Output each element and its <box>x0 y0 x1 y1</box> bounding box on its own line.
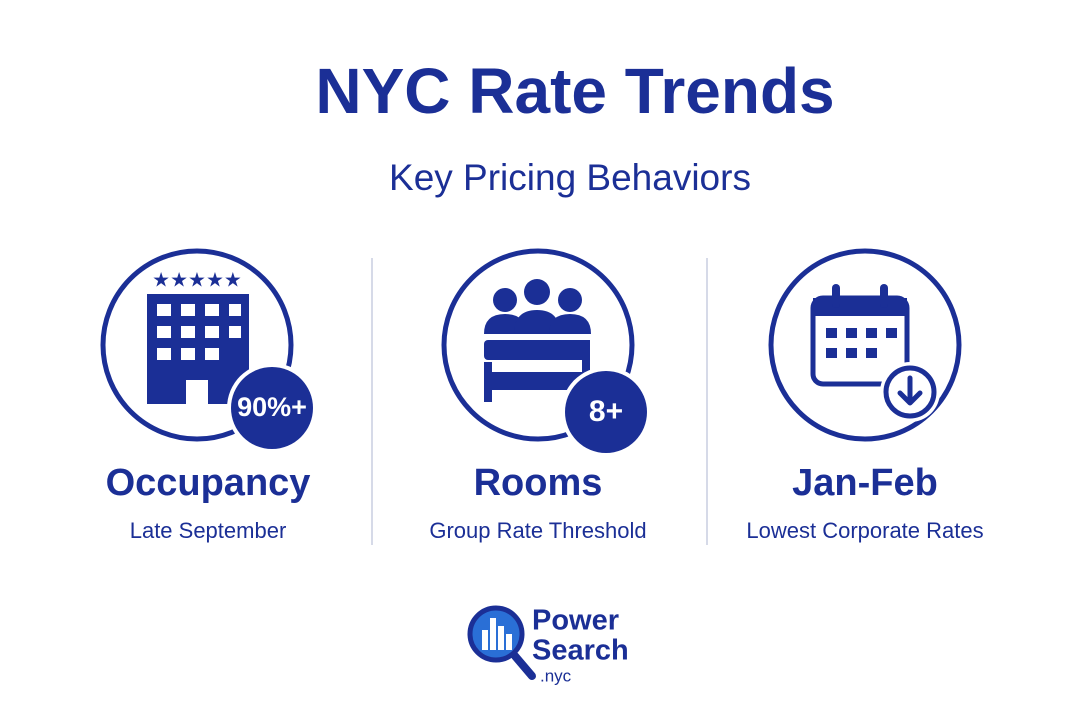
title: NYC Rate Trends <box>315 55 834 127</box>
badge: 8+ <box>589 395 623 428</box>
logo-text: Search <box>532 635 629 667</box>
badge: 90%+ <box>237 392 307 422</box>
card-caption: Lowest Corporate Rates <box>746 518 983 543</box>
hotel-icon: ★★★★★ <box>100 248 317 453</box>
card-label: Rooms <box>474 462 603 504</box>
logo-text: Power <box>532 605 619 637</box>
card-caption: Group Rate Threshold <box>429 518 646 543</box>
logo-text: .nyc <box>540 666 572 685</box>
card-label: Jan-Feb <box>792 462 938 504</box>
card-caption: Late September <box>130 518 287 543</box>
card-label: Occupancy <box>106 462 311 504</box>
subtitle: Key Pricing Behaviors <box>389 157 751 198</box>
calendar-icon <box>768 248 962 442</box>
group-icon <box>441 248 651 457</box>
logo-icon <box>467 605 536 680</box>
svg-text:★★★★★: ★★★★★ <box>152 269 242 291</box>
